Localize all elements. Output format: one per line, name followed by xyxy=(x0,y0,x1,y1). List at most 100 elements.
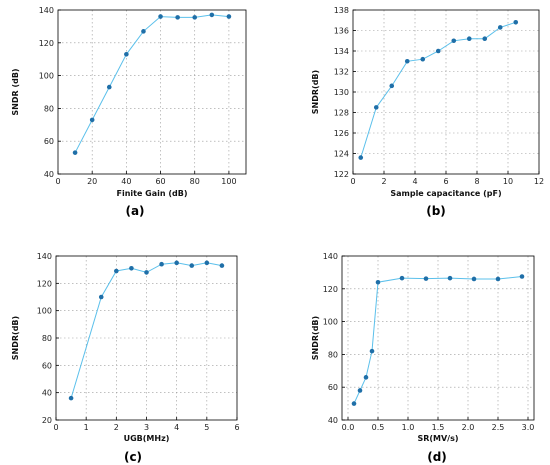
y-tick-label: 124 xyxy=(334,150,349,159)
series-line xyxy=(74,14,229,153)
data-point xyxy=(72,150,78,155)
y-tick-label: 40 xyxy=(42,389,52,398)
data-point xyxy=(144,270,149,275)
y-tick-label: 60 xyxy=(44,137,54,146)
y-tick-label: 80 xyxy=(328,350,338,359)
x-tick-label: 2.5 xyxy=(492,423,505,432)
y-tick-label: 100 xyxy=(37,307,52,316)
x-tick-label: 100 xyxy=(221,177,236,186)
x-tick-label: 8 xyxy=(474,177,479,186)
x-tick-label: 1.5 xyxy=(432,423,445,432)
data-point xyxy=(482,36,488,41)
y-tick-label: 136 xyxy=(334,27,349,36)
chart-panel-b: 0 2 4 6 8 10 12 122 124 126 128 130 132 134 136 138 Samp… xyxy=(311,6,544,218)
data-point xyxy=(204,260,210,266)
data-point xyxy=(158,14,163,19)
data-point xyxy=(106,84,112,90)
x-axis-label: SR(MV/s) xyxy=(417,434,458,443)
data-point xyxy=(375,279,381,285)
y-tick-label: 120 xyxy=(39,39,54,48)
y-tick-label: 120 xyxy=(37,279,52,288)
y-axis-label: SNDR(dB) xyxy=(11,316,20,360)
panel-label: (b) xyxy=(426,204,446,218)
x-tick-label: 1 xyxy=(84,423,89,432)
data-point xyxy=(189,263,195,268)
data-point xyxy=(219,263,225,268)
y-tick-label: 122 xyxy=(334,170,349,179)
data-point xyxy=(519,274,525,279)
y-tick-label: 80 xyxy=(44,104,54,113)
chart-panel-c: 0 1 2 3 4 5 6 20 40 60 80 100 120 140 UGB(MHz) SNDR(dB)… xyxy=(11,252,240,464)
data-point xyxy=(114,268,119,274)
data-point xyxy=(89,117,95,123)
y-tick-label: 60 xyxy=(328,383,338,392)
chart-panel-a: 0 20 40 60 80 100 40 60 80 100 120 140 Finite Gain (… xyxy=(11,6,247,218)
y-tick-label: 100 xyxy=(323,318,338,327)
data-point xyxy=(192,15,198,20)
x-tick-label: 4 xyxy=(174,423,179,432)
x-tick-label: 1.0 xyxy=(402,423,415,432)
y-tick-label: 140 xyxy=(323,252,338,261)
data-point xyxy=(495,276,501,282)
x-axis-label: Finite Gain (dB) xyxy=(116,189,187,198)
data-point xyxy=(357,388,363,393)
x-tick-label: 0.0 xyxy=(342,423,355,432)
data-point xyxy=(435,48,441,54)
y-axis-label: SNDR(dB) xyxy=(311,70,320,114)
y-tick-label: 140 xyxy=(37,252,52,261)
x-tick-label: 5 xyxy=(204,423,209,432)
y-tick-label: 100 xyxy=(39,72,54,81)
x-tick-label: 6 xyxy=(443,177,448,186)
y-tick-label: 40 xyxy=(328,416,338,425)
x-tick-label: 0 xyxy=(53,423,58,432)
data-point xyxy=(68,395,74,401)
x-tick-label: 10 xyxy=(503,177,513,186)
x-tick-label: 60 xyxy=(155,177,165,186)
y-tick-label: 128 xyxy=(334,109,349,118)
y-tick-label: 120 xyxy=(323,285,338,294)
y-tick-label: 20 xyxy=(42,416,52,425)
data-point xyxy=(174,260,179,266)
data-point xyxy=(141,29,146,34)
chart-panel-d: 0.0 0.5 1.0 1.5 2.0 2.5 3.0 40 60 80 100 120 140 SR(M… xyxy=(311,252,535,464)
data-point xyxy=(399,275,405,281)
series-line xyxy=(70,262,222,399)
y-tick-label: 60 xyxy=(42,361,52,370)
data-point xyxy=(209,12,215,18)
data-point xyxy=(451,38,457,44)
x-tick-label: 12 xyxy=(534,177,544,186)
y-tick-label: 130 xyxy=(334,88,349,97)
x-tick-label: 0 xyxy=(55,177,60,186)
data-point xyxy=(420,56,426,62)
data-point xyxy=(358,155,364,160)
panel-label: (d) xyxy=(427,450,447,464)
data-point xyxy=(471,276,477,282)
x-tick-label: 2 xyxy=(381,177,386,186)
plot-frame xyxy=(57,9,247,175)
x-tick-label: 2.0 xyxy=(462,423,475,432)
panel-label: (a) xyxy=(125,204,144,218)
data-point xyxy=(513,20,519,25)
data-point xyxy=(466,36,472,41)
data-point xyxy=(447,275,453,281)
x-axis-label: UGB(MHz) xyxy=(124,434,170,443)
data-point xyxy=(497,25,503,30)
x-tick-label: 2 xyxy=(114,423,119,432)
x-tick-label: 6 xyxy=(234,423,239,432)
x-tick-label: 3 xyxy=(144,423,149,432)
y-tick-label: 134 xyxy=(334,47,349,56)
x-tick-label: 40 xyxy=(121,177,131,186)
y-tick-label: 126 xyxy=(334,129,349,138)
data-point xyxy=(351,401,357,406)
data-point xyxy=(175,15,180,20)
y-tick-label: 132 xyxy=(334,68,349,77)
x-tick-label: 20 xyxy=(87,177,97,186)
y-tick-label: 40 xyxy=(44,170,54,179)
x-tick-label: 0.5 xyxy=(372,423,385,432)
x-tick-label: 4 xyxy=(412,177,417,186)
y-axis-label: SNDR(dB) xyxy=(311,316,320,360)
data-point xyxy=(404,58,410,64)
y-tick-label: 140 xyxy=(39,6,54,15)
x-axis-label: Sample capacitance (pF) xyxy=(390,189,501,198)
